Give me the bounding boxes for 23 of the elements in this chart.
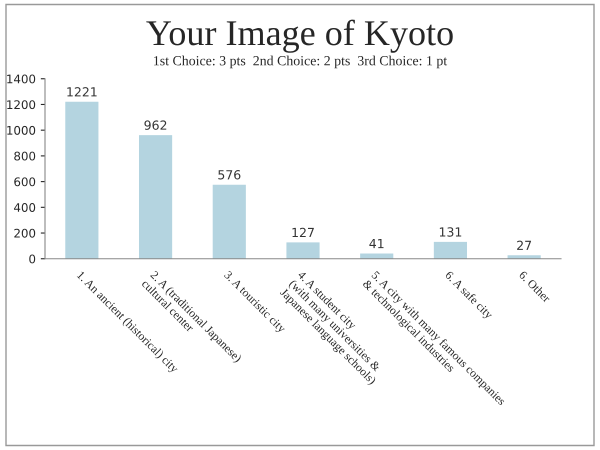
y-tick-label: 600 — [14, 177, 36, 186]
data-label: 962 — [144, 120, 166, 130]
y-tick-label: 800 — [14, 152, 36, 161]
bar — [434, 242, 468, 259]
y-tick-label: 1000 — [7, 126, 36, 135]
y-tick-label: 1400 — [7, 74, 36, 84]
x-tick-label: 6. A safe city — [443, 270, 494, 322]
data-label: 131 — [440, 227, 462, 237]
bar — [138, 135, 172, 259]
data-label: 27 — [517, 240, 532, 250]
data-label: 127 — [292, 228, 314, 238]
y-tick-label: 400 — [14, 203, 36, 212]
data-label: 1221 — [67, 87, 97, 96]
data-label: 41 — [369, 238, 384, 248]
y-tick-label: 1200 — [7, 100, 36, 110]
bar — [286, 242, 320, 259]
y-tick-label: 0 — [29, 254, 36, 264]
chart-subtitle: 1st Choice: 3 pts 2nd Choice: 2 pts 3rd Choice: 1 pt — [154, 56, 448, 68]
bar — [212, 184, 246, 259]
chart-title: Your Image of Kyoto — [146, 20, 453, 53]
bar — [65, 102, 98, 259]
y-tick-label: 200 — [14, 228, 36, 238]
data-label: 576 — [218, 170, 240, 180]
